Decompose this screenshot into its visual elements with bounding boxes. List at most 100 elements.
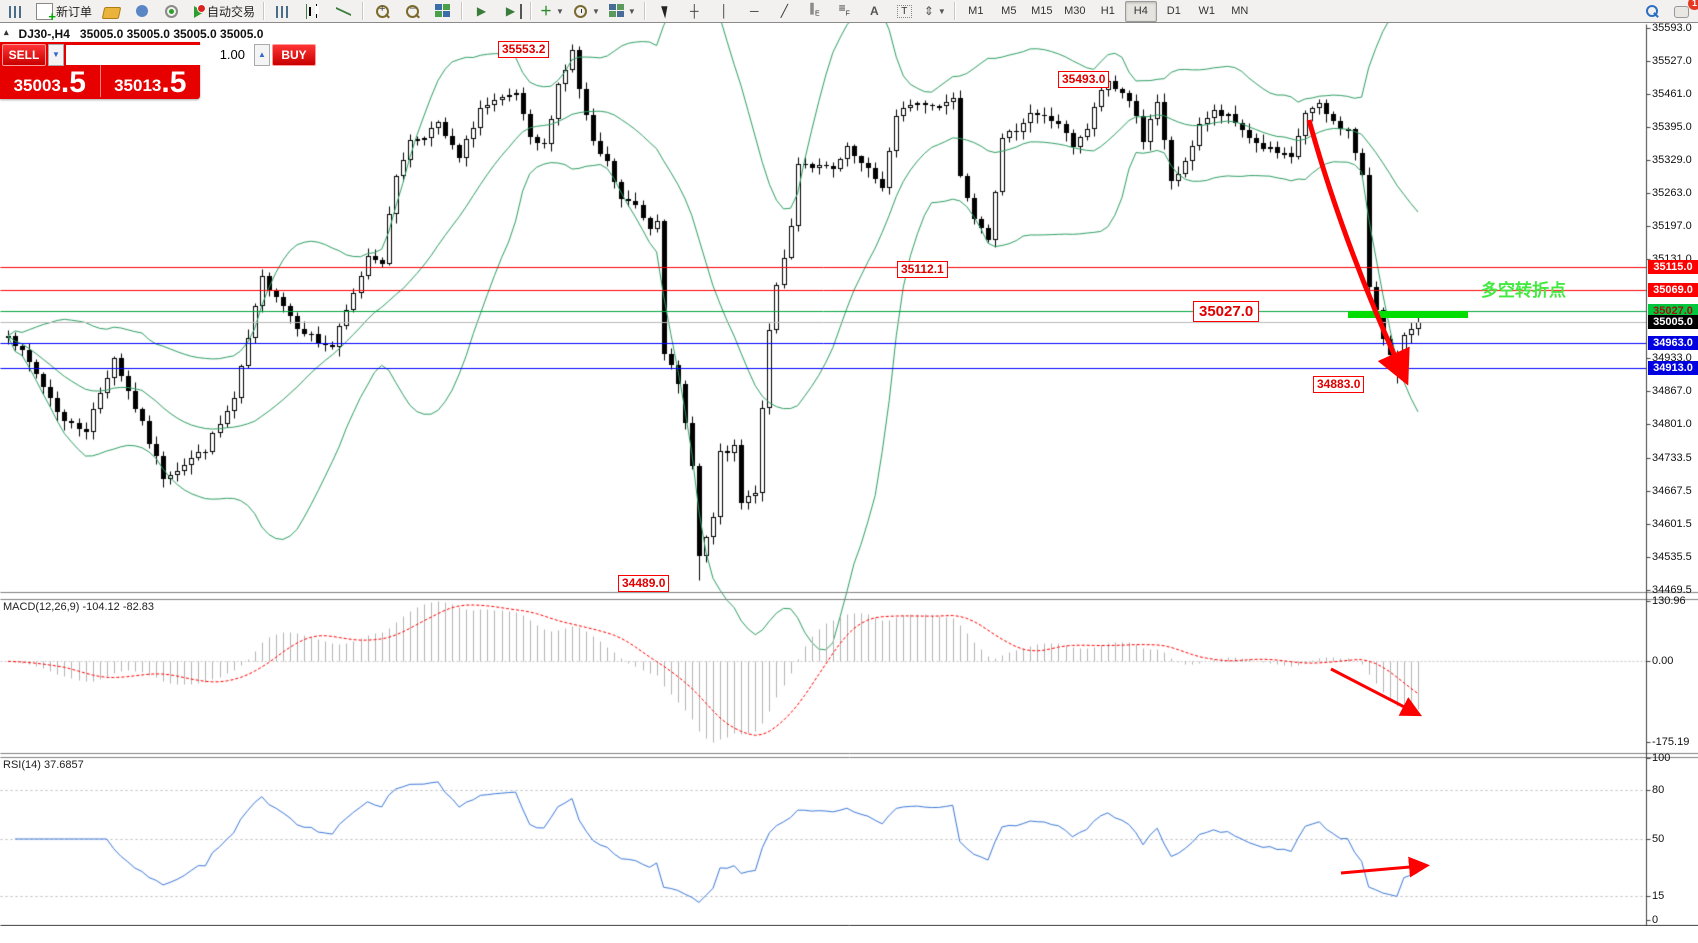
zoom-out-button[interactable] [398,1,427,22]
new-order-button[interactable]: 新订单 [32,1,96,24]
price-line-badge: 34963.0 [1648,336,1698,351]
price-label-35553-2[interactable]: 35553.2 [498,41,550,58]
rsi-axis-tick: 15 [1652,889,1665,902]
timeframe-m15-button[interactable]: M15 [1031,5,1053,17]
line-chart-button[interactable] [329,1,358,22]
timeframe-d1-button[interactable]: D1 [1166,5,1181,17]
chart-ohlc-values: 35005.0 35005.0 35005.0 35005.0 [79,27,264,41]
equidistant-channel-button[interactable]: ∥E [808,0,820,18]
timeframe-m1-button[interactable]: M1 [968,5,984,17]
price-label-35027-0[interactable]: 35027.0 [1193,301,1260,322]
arrows-objects-dropdown-icon[interactable]: ▼ [937,6,946,16]
search-icon [1645,5,1658,17]
volume-input[interactable] [66,44,252,65]
search-button[interactable] [1637,1,1666,22]
text-button[interactable]: A [869,3,879,18]
chart-header: ▴ DJ30-,H4 35005.0 35005.0 35005.0 35005… [4,27,263,41]
auto-trading-label: 自动交易 [207,4,256,19]
rsi-axis-tick: 0 [1652,914,1659,926]
templates-button[interactable]: ▼ [605,1,640,22]
market-watch-button[interactable] [127,1,156,22]
rsi-axis-tick: 50 [1652,833,1665,845]
rsi-axis-tick: 100 [1652,752,1671,764]
price-line-badge: 35115.0 [1648,260,1698,275]
volume-increase-button[interactable]: ▲ [254,43,270,66]
price-axis-tick: 35197.0 [1652,220,1692,233]
symbol-arrow-icon: ▴ [4,27,9,37]
vertical-line-button[interactable]: │ [720,3,729,18]
rsi-axis-tick: 80 [1652,784,1665,797]
chat-button[interactable]: 1 [1667,0,1698,22]
zoom-in-button[interactable] [368,1,397,22]
price-axis-tick: 34733.5 [1652,451,1692,464]
text-label-button[interactable]: T [890,1,919,22]
buy-price-pip: .5 [161,66,187,99]
periods-button[interactable]: ▼ [569,1,604,22]
cursor-button[interactable] [650,1,679,22]
indicators-button[interactable]: ＋ ▼ [540,3,564,18]
bull-bear-turning-point-annotation[interactable]: 多空转折点 [1481,281,1566,300]
timeframe-h4-button[interactable]: H4 [1124,0,1157,22]
crosshair-button[interactable]: ┼ [690,3,699,18]
rsi-indicator-label: RSI(14) 37.6857 [3,759,84,771]
timeframe-w1-button[interactable]: W1 [1198,5,1216,17]
new-order-label: 新订单 [56,4,93,19]
price-axis-tick: 34535.5 [1652,550,1692,563]
price-axis-tick: 35593.0 [1652,22,1692,34]
price-label-34489-0[interactable]: 34489.0 [618,575,670,592]
price-axis-tick: 35395.0 [1652,121,1692,134]
templates-dropdown-icon[interactable]: ▼ [627,6,636,16]
fibonacci-button[interactable]: ≡F [838,0,850,18]
chart-shift-button[interactable]: ▶ [497,1,526,22]
buy-price[interactable]: 35013 .5 [101,65,201,99]
tile-windows-button[interactable] [428,1,457,22]
sell-price-pip: .5 [60,66,86,99]
macd-axis-tick: 0.00 [1652,655,1674,668]
price-line-badge: 35005.0 [1648,315,1698,330]
macd-axis-tick: 130.96 [1652,595,1686,607]
price-axis-tick: 34867.0 [1652,385,1692,398]
chat-notification-badge: 1 [1688,0,1698,10]
timeframe-h1-button[interactable]: H1 [1100,5,1115,17]
indicators-dropdown-icon[interactable]: ▼ [556,6,564,16]
price-axis-tick: 35263.0 [1652,187,1692,200]
auto-trading-button[interactable]: 自动交易 [187,1,259,22]
webinar-button[interactable] [157,1,186,22]
sell-button[interactable]: SELL [2,43,46,66]
profiles-button[interactable] [97,1,126,22]
chat-icon [1674,6,1689,18]
price-axis-tick: 34469.5 [1652,584,1692,596]
sell-price[interactable]: 35003 .5 [0,65,101,99]
chart-mini-button[interactable] [2,1,31,22]
price-axis-tick: 34667.5 [1652,484,1692,497]
buy-button[interactable]: BUY [272,43,316,66]
chart-symbol-period: DJ30-,H4 [18,27,70,41]
price-axis-tick: 35329.0 [1652,154,1692,167]
price-label-35112-1[interactable]: 35112.1 [897,261,948,278]
macd-axis-tick: -175.19 [1652,736,1690,748]
price-axis-tick: 34801.0 [1652,418,1692,431]
auto-scroll-button[interactable]: ▶ [476,3,487,18]
sell-price-main: 35003 [13,76,61,95]
periods-dropdown-icon[interactable]: ▼ [591,6,600,16]
price-label-35493-0[interactable]: 35493.0 [1058,71,1110,88]
price-line-badge: 34913.0 [1648,361,1698,376]
macd-indicator-label: MACD(12,26,9) -104.12 -82.83 [3,601,155,613]
timeframe-mn-button[interactable]: MN [1231,5,1249,17]
time-axis: 30 Jul 20212 Aug 12:003 Aug 20:005 Aug 0… [0,926,1698,943]
timeframe-m30-button[interactable]: M30 [1064,5,1086,17]
horizontal-line-button[interactable]: ─ [750,3,759,18]
one-click-trading-panel: SELL ▼ ▲ BUY 35003 .5 35013 .5 [0,42,316,99]
bar-chart-button[interactable] [269,1,298,22]
green-highlight-bar[interactable] [1348,311,1468,318]
volume-decrease-button[interactable]: ▼ [48,43,64,66]
arrows-objects-button[interactable]: ⇕ ▼ [923,3,946,18]
price-label-34883-0[interactable]: 34883.0 [1313,376,1365,393]
timeframe-m5-button[interactable]: M5 [1001,5,1017,17]
trendline-button[interactable]: ╱ [780,3,788,18]
price-line-badge: 35069.0 [1648,283,1698,298]
candlestick-chart-button[interactable] [299,1,328,22]
main-toolbar: 新订单自动交易▶▶＋▼▼▼┼│─╱∥E≡FAT⇕▼M1M5M15M30H1H4D… [0,0,1698,24]
price-line-badge: 35027.0 [1648,304,1698,319]
